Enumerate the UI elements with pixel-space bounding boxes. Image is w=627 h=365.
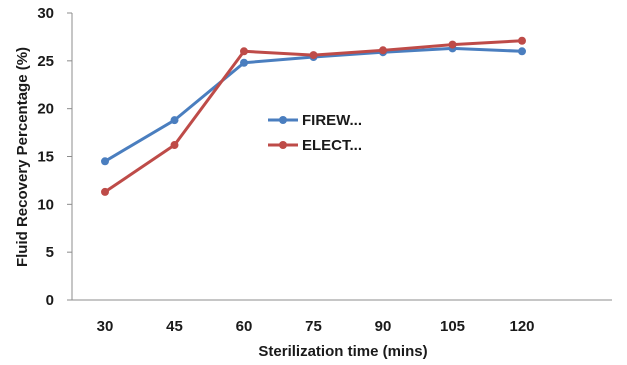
x-tick-label: 105 [440,318,465,335]
legend-item: ELECT... [268,137,362,154]
data-point [101,187,109,196]
legend-item: FIREW... [268,112,362,129]
x-tick-label: 90 [375,318,392,335]
y-tick-label: 20 [37,101,54,118]
y-tick-label: 0 [46,292,54,309]
data-point [101,157,109,166]
series-lines [101,36,526,196]
series-2 [101,36,526,196]
legend-label: ELECT... [302,137,362,154]
x-axis: 30 45 60 75 90 105 120 [72,299,612,335]
x-tick-label: 60 [236,318,253,335]
data-point [448,40,457,49]
data-point [379,46,387,55]
data-point [170,116,179,125]
data-point [518,36,526,45]
data-point [309,51,318,60]
x-tick-label: 75 [305,318,322,335]
legend-marker [279,116,287,124]
data-point [240,58,248,67]
x-tick-label: 45 [166,318,183,335]
y-axis-title: Fluid Recovery Percentage (%) [14,47,31,267]
y-axis: 0 5 10 15 20 25 30 [37,5,73,309]
legend-marker [279,141,287,149]
y-tick-label: 15 [37,149,54,166]
legend: FIREW... ELECT... [268,112,362,154]
data-point [240,47,248,56]
x-axis-title: Sterilization time (mins) [258,343,427,360]
data-point [170,141,179,150]
x-tick-label: 120 [509,318,534,335]
y-tick-label: 25 [37,53,54,70]
y-tick-label: 10 [37,196,54,213]
data-point [518,47,526,56]
x-tick-label: 30 [97,318,114,335]
y-tick-label: 30 [37,5,54,22]
y-tick-label: 5 [46,244,54,261]
legend-label: FIREW... [302,112,362,129]
